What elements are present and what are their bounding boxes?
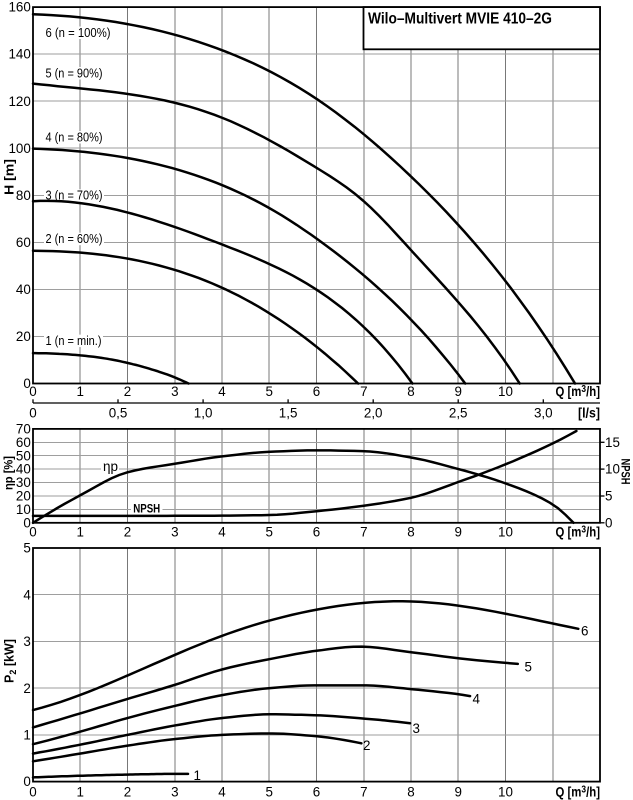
svg-text:2: 2 <box>363 738 370 753</box>
svg-text:7: 7 <box>360 784 367 799</box>
svg-text:0: 0 <box>29 525 36 540</box>
svg-text:4 (n = 80%): 4 (n = 80%) <box>46 130 103 144</box>
svg-text:0: 0 <box>605 515 612 530</box>
svg-text:4: 4 <box>218 384 226 399</box>
svg-text:6: 6 <box>313 784 320 799</box>
svg-text:5: 5 <box>265 384 272 399</box>
svg-text:Q [m3/h]: Q [m3/h] <box>556 525 601 540</box>
svg-text:NPSH: NPSH <box>619 459 633 485</box>
svg-text:1: 1 <box>76 525 83 540</box>
svg-text:100: 100 <box>8 141 30 156</box>
svg-text:0: 0 <box>23 774 30 789</box>
svg-text:4: 4 <box>218 525 226 540</box>
svg-text:10: 10 <box>605 462 620 477</box>
svg-text:60: 60 <box>16 235 31 250</box>
svg-text:8: 8 <box>407 384 414 399</box>
svg-text:40: 40 <box>16 282 31 297</box>
svg-text:P2 [kW]: P2 [kW] <box>3 639 19 683</box>
svg-text:5: 5 <box>605 489 612 504</box>
svg-text:10: 10 <box>498 784 513 799</box>
svg-text:140: 140 <box>8 47 30 62</box>
svg-text:20: 20 <box>16 489 31 504</box>
svg-text:9: 9 <box>454 384 461 399</box>
svg-text:6: 6 <box>313 525 320 540</box>
svg-text:3: 3 <box>171 384 178 399</box>
svg-text:0: 0 <box>23 376 30 391</box>
svg-text:15: 15 <box>605 435 620 450</box>
svg-text:2: 2 <box>23 681 30 696</box>
svg-text:4: 4 <box>473 691 481 706</box>
svg-text:8: 8 <box>407 784 414 799</box>
svg-text:40: 40 <box>16 462 31 477</box>
svg-text:Q [m3/h]: Q [m3/h] <box>556 784 601 799</box>
svg-text:70: 70 <box>16 422 31 437</box>
svg-text:4: 4 <box>23 587 31 602</box>
svg-text:1,5: 1,5 <box>279 406 298 421</box>
svg-text:0: 0 <box>29 784 36 799</box>
svg-text:7: 7 <box>360 384 367 399</box>
svg-text:2,5: 2,5 <box>449 406 468 421</box>
svg-text:ηp: ηp <box>103 459 118 474</box>
svg-text:6 (n = 100%): 6 (n = 100%) <box>46 26 111 40</box>
svg-text:ηp [%]: ηp [%] <box>2 456 16 490</box>
svg-text:3 (n = 70%): 3 (n = 70%) <box>46 189 103 203</box>
svg-text:30: 30 <box>16 475 31 490</box>
svg-text:5: 5 <box>525 660 532 675</box>
svg-text:4: 4 <box>218 784 226 799</box>
svg-text:10: 10 <box>498 384 513 399</box>
svg-text:1: 1 <box>23 728 30 743</box>
svg-text:[l/s]: [l/s] <box>578 406 600 421</box>
svg-text:50: 50 <box>16 448 31 463</box>
svg-text:8: 8 <box>407 525 414 540</box>
svg-text:3: 3 <box>171 784 178 799</box>
svg-text:1 (n = min.): 1 (n = min.) <box>46 334 102 348</box>
svg-text:9: 9 <box>454 525 461 540</box>
svg-text:NPSH: NPSH <box>133 503 160 515</box>
svg-text:5: 5 <box>265 525 272 540</box>
svg-text:2 (n = 60%): 2 (n = 60%) <box>46 232 103 246</box>
svg-text:7: 7 <box>360 525 367 540</box>
svg-text:Q [m3/h]: Q [m3/h] <box>556 384 601 399</box>
svg-text:5: 5 <box>265 784 272 799</box>
svg-text:3,0: 3,0 <box>534 406 553 421</box>
svg-text:H [m]: H [m] <box>3 159 17 195</box>
svg-text:9: 9 <box>454 784 461 799</box>
svg-text:2: 2 <box>124 525 131 540</box>
svg-text:1,0: 1,0 <box>194 406 213 421</box>
svg-text:2: 2 <box>124 784 131 799</box>
svg-text:160: 160 <box>8 0 30 15</box>
svg-text:2: 2 <box>124 384 131 399</box>
svg-text:1: 1 <box>76 784 83 799</box>
svg-text:0,5: 0,5 <box>109 406 128 421</box>
svg-text:3: 3 <box>171 525 178 540</box>
svg-text:6: 6 <box>313 384 320 399</box>
svg-text:3: 3 <box>413 721 420 736</box>
svg-text:Wilo–Multivert MVIE 410–2G: Wilo–Multivert MVIE 410–2G <box>368 11 552 28</box>
svg-text:1: 1 <box>194 768 201 783</box>
svg-text:1: 1 <box>76 384 83 399</box>
svg-text:60: 60 <box>16 435 31 450</box>
svg-text:0: 0 <box>29 384 36 399</box>
svg-text:10: 10 <box>498 525 513 540</box>
svg-text:80: 80 <box>16 188 31 203</box>
svg-text:3: 3 <box>23 634 30 649</box>
svg-text:6: 6 <box>581 624 588 639</box>
svg-text:120: 120 <box>8 94 30 109</box>
svg-text:5 (n = 90%): 5 (n = 90%) <box>46 66 103 80</box>
svg-text:5: 5 <box>23 541 30 556</box>
svg-text:10: 10 <box>16 502 31 517</box>
svg-text:0: 0 <box>23 515 30 530</box>
svg-text:20: 20 <box>16 329 31 344</box>
svg-text:0: 0 <box>29 406 36 421</box>
svg-text:2,0: 2,0 <box>364 406 383 421</box>
